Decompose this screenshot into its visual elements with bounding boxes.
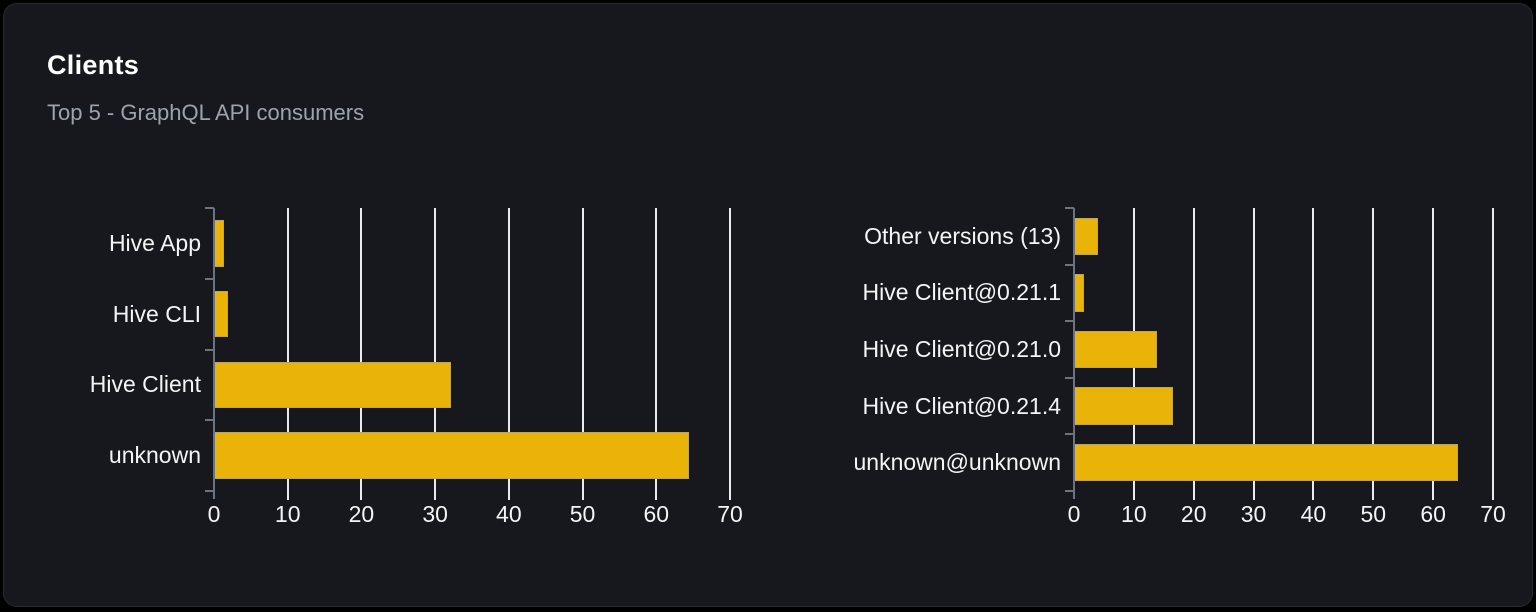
bar-unknown-unknown[interactable] xyxy=(1074,444,1458,482)
x-tick-label-40: 40 xyxy=(496,501,522,527)
x-tick-label-30: 30 xyxy=(422,501,448,527)
client-versions-chart: Other versions (13) Hive Client@0.21.1 Hiv… xyxy=(772,207,1536,548)
category-label: unknown@unknown xyxy=(853,449,1061,476)
clients-panel: Clients Top 5 - GraphQL API consumers Hi… xyxy=(3,3,1533,607)
category-label: Hive Client@0.21.4 xyxy=(862,392,1062,419)
x-tick-label-40: 40 xyxy=(1300,501,1327,527)
x-tick-label-70: 70 xyxy=(717,501,743,527)
category-label: Hive Client@0.21.0 xyxy=(862,335,1062,362)
gridline-10 xyxy=(286,208,289,500)
bar-hive-app[interactable] xyxy=(214,220,225,267)
y-axis-tick xyxy=(205,348,214,351)
bar-hive-client-0-21-4[interactable] xyxy=(1074,387,1174,425)
category-label: unknown xyxy=(108,442,201,469)
x-tick-label-10: 10 xyxy=(274,501,301,527)
y-axis-line xyxy=(213,208,215,499)
y-axis-tick xyxy=(1065,320,1074,323)
client-versions-chart-plot-area xyxy=(1065,207,1494,500)
x-tick-label-60: 60 xyxy=(1420,501,1446,527)
x-tick-label-0: 0 xyxy=(207,501,221,527)
y-axis-tick xyxy=(1065,376,1074,379)
category-label: Hive CLI xyxy=(112,300,201,327)
gridline-30 xyxy=(1252,208,1255,500)
x-tick-label-50: 50 xyxy=(1360,501,1387,527)
y-axis-tick xyxy=(1065,490,1074,492)
y-axis-tick xyxy=(205,490,214,492)
gridline-60 xyxy=(1432,208,1435,500)
x-tick-label-10: 10 xyxy=(1121,501,1147,527)
bar-hive-client[interactable] xyxy=(214,361,452,409)
y-axis-tick xyxy=(1065,433,1074,436)
y-axis-tick xyxy=(205,419,214,422)
panel-subtitle: Top 5 - GraphQL API consumers xyxy=(47,100,365,125)
bar-hive-client-0-21-1[interactable] xyxy=(1074,274,1085,312)
category-label: Other versions (13) xyxy=(864,222,1061,249)
gridline-70 xyxy=(729,208,731,500)
y-axis-tick xyxy=(1065,207,1074,209)
bar-hive-cli[interactable] xyxy=(214,290,228,338)
client-versions-chart-x-axis-labels: 0 10 20 30 40 50 60 70 xyxy=(1068,501,1506,531)
gridline-30 xyxy=(434,208,437,500)
x-tick-label-70: 70 xyxy=(1480,501,1506,527)
clients-chart-x-axis-labels: 0 10 20 30 40 50 60 70 xyxy=(208,501,743,531)
clients-chart: Hive App Hive CLI Hive Client unknown 0 10 20… xyxy=(4,207,772,548)
bar-unknown[interactable] xyxy=(214,432,690,479)
panel-title: Clients xyxy=(47,50,140,80)
client-versions-chart-category-labels: Other versions (13) Hive Client@0.21.1 Hiv… xyxy=(772,208,1061,491)
category-label: Hive App xyxy=(108,229,201,256)
bar-hive-client-0-21-0[interactable] xyxy=(1074,330,1157,369)
gridline-70 xyxy=(1492,208,1494,500)
x-tick-label-30: 30 xyxy=(1240,501,1267,527)
x-tick-label-50: 50 xyxy=(569,501,596,527)
clients-chart-category-labels: Hive App Hive CLI Hive Client unknown xyxy=(4,208,201,491)
gridline-40 xyxy=(507,208,510,500)
gridline-20 xyxy=(1192,208,1195,500)
y-axis-tick xyxy=(205,207,214,209)
x-tick-label-20: 20 xyxy=(348,501,375,527)
category-label: Hive Client@0.21.1 xyxy=(862,279,1062,306)
gridline-40 xyxy=(1312,208,1315,500)
x-tick-label-0: 0 xyxy=(1067,501,1081,527)
x-tick-label-20: 20 xyxy=(1180,501,1207,527)
y-axis-tick xyxy=(1065,263,1074,266)
gridline-60 xyxy=(655,208,658,500)
bar-other-versions-13-[interactable] xyxy=(1074,217,1098,255)
x-tick-label-60: 60 xyxy=(643,501,670,527)
clients-chart-plot-area xyxy=(205,207,731,500)
y-axis-line xyxy=(1073,208,1075,499)
gridline-20 xyxy=(360,208,363,500)
gridline-50 xyxy=(581,208,584,500)
y-axis-tick xyxy=(205,277,214,280)
gridline-50 xyxy=(1372,208,1375,500)
category-label: Hive Client xyxy=(89,371,201,398)
